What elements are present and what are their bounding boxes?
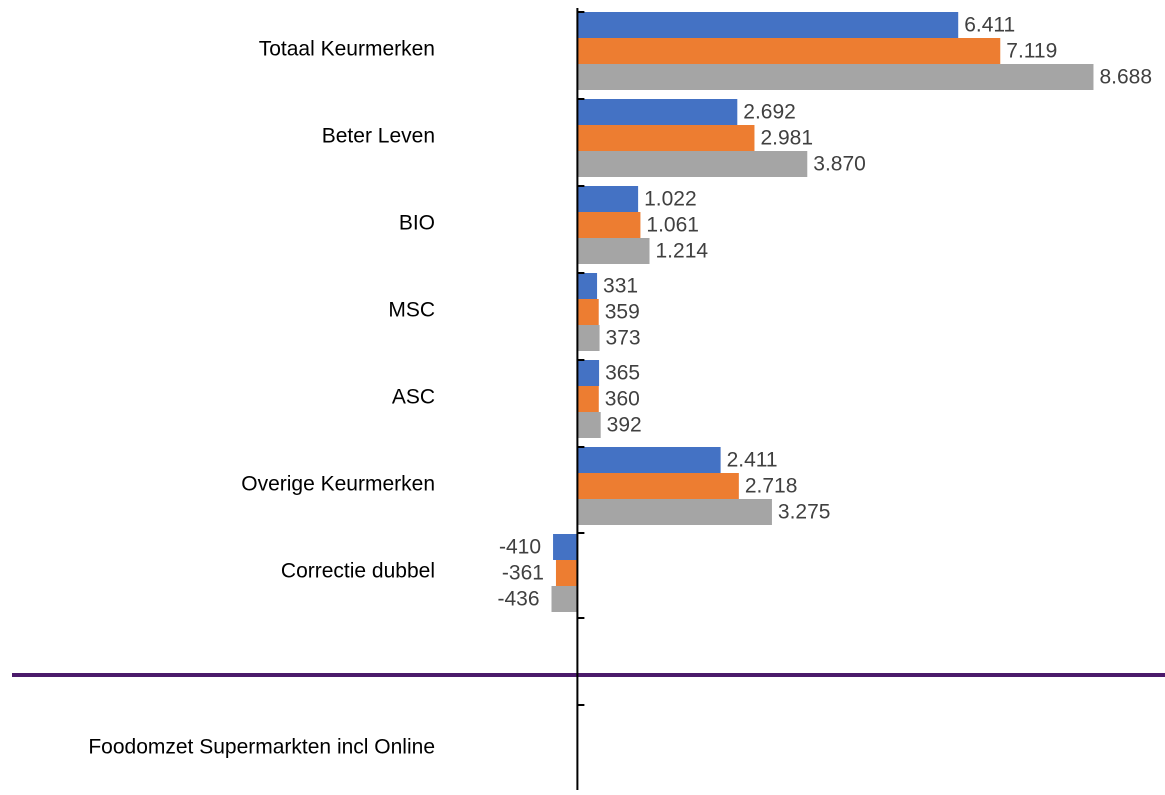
bar <box>551 586 578 612</box>
value-label: 3.275 <box>778 501 831 524</box>
bar <box>577 499 772 525</box>
bar <box>577 38 1001 64</box>
value-label: 6.411 <box>964 14 1015 37</box>
bar <box>577 447 721 473</box>
category-label: ASC <box>392 386 435 409</box>
bar <box>577 64 1094 90</box>
bar <box>555 560 578 586</box>
bar <box>577 238 650 264</box>
category-label: Foodomzet Supermarkten incl Online <box>88 736 435 759</box>
value-label: 1.022 <box>644 188 697 211</box>
value-label: 365 <box>605 362 640 385</box>
value-label: 360 <box>605 388 640 411</box>
value-label: -436 <box>497 588 539 611</box>
value-label: 2.411 <box>727 449 778 472</box>
bar <box>577 12 959 38</box>
bar <box>577 212 641 238</box>
category-label: Totaal Keurmerken <box>259 38 435 61</box>
bar <box>577 473 739 499</box>
bar <box>577 273 598 299</box>
value-label: 3.870 <box>813 153 866 176</box>
value-label: 392 <box>607 414 642 437</box>
value-label: 1.214 <box>656 240 709 263</box>
value-label: 1.061 <box>646 214 699 237</box>
bar <box>577 299 599 325</box>
category-label: Correctie dubbel <box>281 560 435 583</box>
category-label: MSC <box>388 299 435 322</box>
value-label: -410 <box>499 536 541 559</box>
category-label: BIO <box>399 212 435 235</box>
value-label: -361 <box>502 562 544 585</box>
value-label: 2.692 <box>743 101 796 124</box>
bar <box>577 186 639 212</box>
bar <box>577 99 738 125</box>
value-label: 359 <box>605 301 640 324</box>
value-label: 373 <box>606 327 641 350</box>
bar <box>577 151 808 177</box>
bar <box>577 360 600 386</box>
bar <box>577 325 600 351</box>
category-label: Overige Keurmerken <box>241 473 435 496</box>
value-label: 331 <box>603 275 638 298</box>
value-label: 2.718 <box>745 475 798 498</box>
bar <box>577 125 755 151</box>
bar <box>577 412 601 438</box>
bar <box>553 534 578 560</box>
value-label: 7.119 <box>1006 40 1057 63</box>
category-label: Beter Leven <box>322 125 435 148</box>
bar <box>577 386 599 412</box>
value-label: 8.688 <box>1099 66 1152 89</box>
value-label: 2.981 <box>760 127 813 150</box>
